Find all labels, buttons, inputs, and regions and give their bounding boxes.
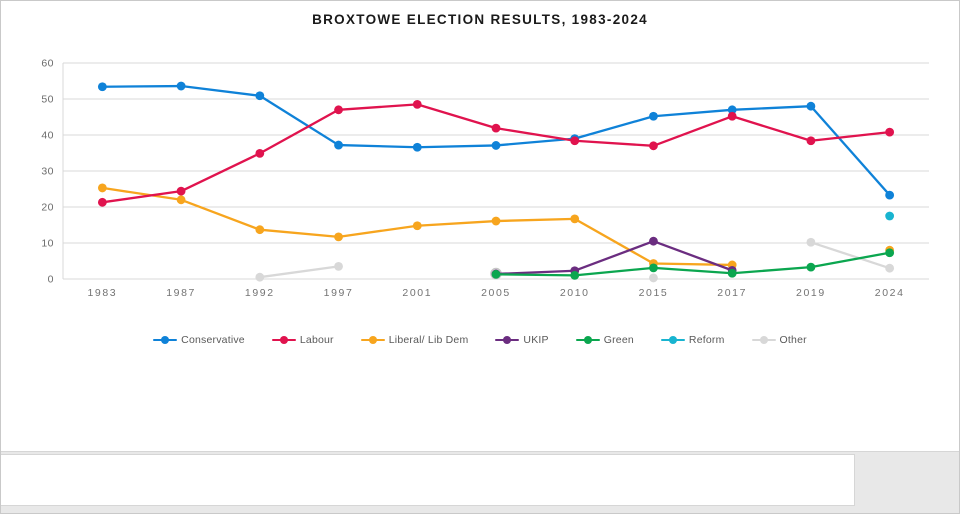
series-line-ukip [494,240,734,276]
data-point-other [649,273,658,283]
data-point-liberal-lib-dem [491,216,501,226]
data-point-liberal-lib-dem [570,214,580,224]
y-axis-tick-label: 50 [41,94,54,106]
y-axis-tick-label: 10 [41,238,54,250]
legend-marker-icon [153,336,178,345]
data-point-labour [885,127,895,137]
chart-plot: 0 10 20 30 40 50 60 1983 1987 1992 1997 2001 2005 201… [41,58,929,299]
worksheet-cell [1,454,855,506]
series-line-other [258,265,340,279]
data-point-liberal-lib-dem [412,221,422,231]
x-axis-tick-label: 2017 [717,287,747,299]
data-point-ukip [649,236,658,246]
data-point-green [649,263,658,273]
legend-marker-icon [575,336,600,345]
data-point-labour [255,148,265,158]
legend-label: Conservative [181,334,245,346]
x-axis-tick-label: 1992 [245,287,275,299]
data-point-green [727,268,737,278]
legend-label: Reform [688,334,725,346]
data-point-conservative [176,81,186,91]
series-line-conservative [101,84,891,197]
legend-label: Green [603,334,634,346]
legend-item-liberal-lib-dem: Liberal/ Lib Dem [360,334,469,346]
data-point-labour [491,123,501,133]
data-point-conservative [649,111,658,121]
y-axis-tick-label: 40 [41,130,54,142]
legend-marker-icon [271,336,296,345]
data-point-green [885,248,895,258]
data-point-green [806,262,816,272]
data-point-labour [176,186,186,196]
x-axis-tick-label: 2015 [639,287,669,299]
legend-label: Labour [299,334,334,346]
data-point-green [491,269,501,279]
x-axis-tick-label: 2010 [560,287,590,299]
data-point-conservative [491,141,501,150]
legend-item-ukip: UKIP [495,334,549,346]
worksheet-background [1,452,959,513]
data-point-conservative [97,82,107,92]
data-point-other [885,263,895,273]
x-axis-tick-label: 2024 [875,287,905,299]
x-axis-tick-label: 2001 [402,287,432,299]
legend-label: Liberal/ Lib Dem [388,334,469,346]
legend-marker-icon [360,336,385,345]
legend-label: Other [779,334,807,346]
legend-item-reform: Reform [660,334,725,346]
data-point-conservative [727,105,737,115]
legend-marker-icon [660,336,685,345]
y-axis-tick-label: 20 [41,202,54,214]
data-point-other [806,237,816,247]
data-point-liberal-lib-dem [255,225,265,235]
data-point-other [334,262,343,271]
legend-marker-icon [751,336,776,345]
data-point-conservative [806,101,816,111]
data-point-labour [412,100,422,109]
data-point-reform [885,211,895,221]
series-line-green [494,251,891,277]
x-axis-tick-label: 1987 [166,287,196,299]
x-axis-tick-label: 1983 [87,287,117,299]
y-axis-tick-label: 30 [41,166,54,178]
legend-item-green: Green [575,334,634,346]
chart-title: BROXTOWE ELECTION RESULTS, 1983-2024 [312,12,648,27]
y-axis-tick-label: 60 [41,58,54,70]
data-point-labour [649,141,658,151]
chart-legend: Conservative Labour Liberal/ Lib Dem UKIP Gr… [1,334,959,346]
data-point-conservative [334,140,343,150]
data-point-conservative [885,190,895,200]
x-axis-tick-label: 1997 [324,287,354,299]
data-point-conservative [255,91,265,101]
data-point-labour [570,136,580,146]
data-point-conservative [412,142,422,152]
data-point-green [570,271,580,280]
legend-item-other: Other [751,334,807,346]
data-point-other [255,272,265,282]
data-point-labour [334,105,343,115]
x-axis-tick-label: 2005 [481,287,511,299]
legend-label: UKIP [523,334,549,346]
legend-item-conservative: Conservative [153,334,245,346]
legend-marker-icon [495,336,520,345]
legend-item-labour: Labour [271,334,334,346]
data-point-labour [727,111,737,121]
series-line-labour [101,103,891,204]
chart-canvas: BROXTOWE ELECTION RESULTS, 1983-2024 0 10… [1,1,959,452]
data-point-liberal-lib-dem [176,195,186,205]
data-point-liberal-lib-dem [97,183,107,193]
x-axis-tick-label: 2019 [796,287,826,299]
data-point-labour [97,197,107,207]
data-point-liberal-lib-dem [334,232,343,242]
data-point-labour [806,136,816,146]
y-axis-tick-label: 0 [48,274,54,286]
series-line-other [809,241,891,270]
